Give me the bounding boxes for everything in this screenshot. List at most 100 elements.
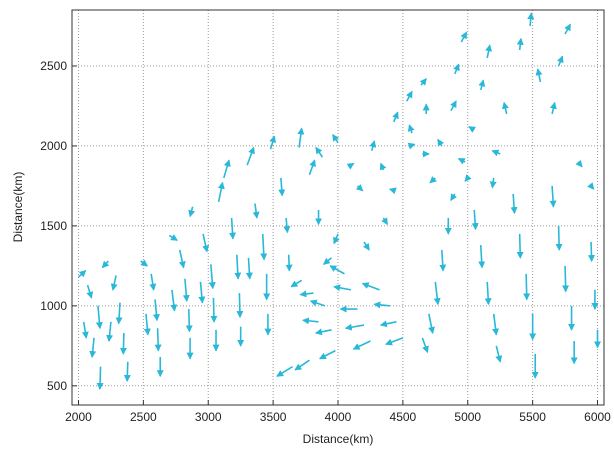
vector-arrow [86,284,94,299]
vector-arrow [450,100,457,112]
vector-arrow [223,159,231,179]
vector-arrow [407,124,415,134]
vector-arrow [492,313,500,336]
vector-arrow [332,133,340,144]
vector-arrow [285,254,293,272]
vector-arrow [361,282,380,291]
vector-arrow [210,297,218,323]
vector-arrow [379,162,387,171]
vector-arrow [329,265,345,275]
vector-arrow [283,217,291,234]
vector-arrow [333,233,340,245]
vector-arrow [208,264,216,290]
x-tick-label: 3500 [260,410,287,424]
vector-arrow [392,111,399,123]
vector-arrow [468,126,476,133]
vector-arrow [149,273,157,291]
vector-arrow [119,333,127,355]
vector-arrow [170,289,178,312]
vector-arrow [439,249,447,272]
vector-arrow [575,159,583,168]
vector-arrow [234,254,242,280]
vector-arrow [252,203,260,219]
vector-arrow [478,245,486,269]
vector-arrow [407,142,416,150]
vector-arrow [485,44,493,59]
y-axis-label: Distance(km) [11,172,25,243]
vector-arrow [101,260,110,269]
vector-arrow [464,174,472,182]
vector-arrow [322,257,333,265]
vector-arrow [202,233,210,253]
vector-arrow [77,270,87,278]
vector-arrow [154,328,162,352]
vector-arrow [489,177,497,189]
vector-arrow [516,37,524,51]
vector-arrow [123,361,131,383]
vector-arrow [185,309,193,333]
vector-arrow [419,77,427,86]
vector-arrow [450,193,457,202]
vector-arrow [457,158,466,165]
vector-arrow [352,340,371,350]
vector-arrow [229,217,237,240]
vector-arrow [115,302,123,325]
y-tick-labels: 500 1000 1500 2000 2500 [40,59,67,393]
x-tick-label: 5000 [454,410,481,424]
x-tick-label: 5500 [519,410,546,424]
vector-arrow [246,146,255,166]
vector-arrow [301,317,319,325]
vector-arrow [314,328,332,336]
vector-arrow [523,273,531,301]
vector-arrow [290,279,303,288]
vector-arrow [89,337,97,359]
vector-arrow [355,184,364,192]
vector-arrow [178,249,186,269]
vector-arrows [77,12,602,391]
vector-arrow [297,127,305,148]
vector-arrow [484,281,492,306]
vector-arrow [564,23,571,35]
vector-arrow [81,321,89,339]
x-tick-label: 6000 [584,410,611,424]
vector-arrow [381,217,388,226]
vector-arrow [217,181,225,203]
vector-arrow [106,321,114,343]
vector-arrow [168,234,178,241]
vector-arrow [333,284,352,292]
vector-arrow [549,185,557,208]
vector-arrow [406,90,413,102]
vector-arrow [478,79,486,91]
vector-arrow [140,259,149,267]
vector-arrow [278,177,286,197]
vector-arrow [495,345,503,363]
vector-arrow [587,182,595,190]
vector-arrow [556,55,564,67]
vector-arrow [95,305,103,330]
vector-arrow [491,149,501,157]
x-tick-label: 4500 [390,410,417,424]
vector-arrow [294,359,310,371]
vector-arrow [346,162,355,170]
vector-arrow [143,313,151,336]
vector-arrow [453,63,460,75]
vector-arrow [429,176,437,184]
vector-arrow [188,206,196,218]
x-tick-label: 4000 [325,410,352,424]
vector-arrow [385,337,404,346]
vector-arrow [516,233,524,259]
vector-arrow [315,146,324,158]
vector-arrow [276,365,294,377]
vector-arrow [308,159,316,175]
axes [71,9,605,406]
vector-arrow [502,101,509,115]
vector-arrow [236,293,244,319]
y-tick-label: 2000 [40,139,67,153]
vector-arrow [96,366,104,391]
vector-arrow [428,313,435,335]
vector-arrow [152,299,160,322]
vector-arrow [587,241,595,263]
vector-arrow [535,68,543,83]
x-tick-label: 2500 [130,410,157,424]
